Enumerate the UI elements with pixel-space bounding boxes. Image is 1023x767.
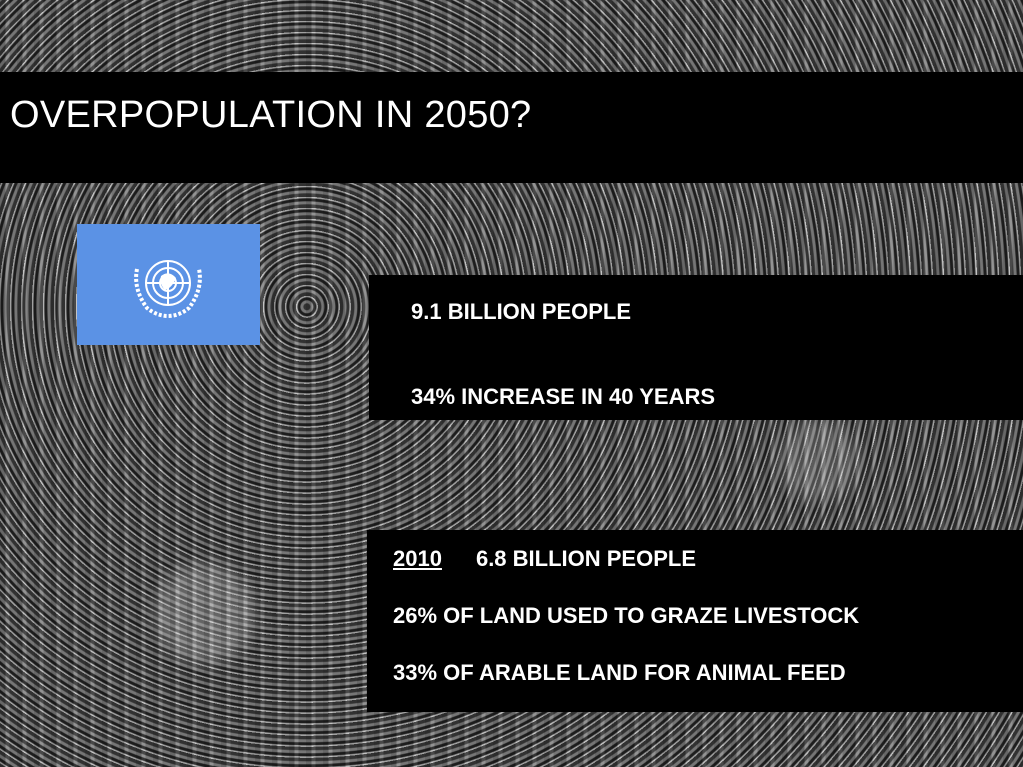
text-line: 2010 6.8 BILLION PEOPLE <box>393 546 696 572</box>
title-band <box>0 72 1023 183</box>
un-flag <box>77 224 260 345</box>
text-line: 26% OF LAND USED TO GRAZE LIVESTOCK <box>393 603 860 628</box>
text-line: 33% OF ARABLE LAND FOR ANIMAL FEED <box>393 660 846 685</box>
box-2010: 2010 6.8 BILLION PEOPLE 26% OF LAND USED … <box>367 530 1023 712</box>
text-line: 9.1 BILLION PEOPLE <box>411 299 632 324</box>
box-2050: 9.1 BILLION PEOPLE 34% INCREASE IN 40 YE… <box>369 275 1023 420</box>
year: 2010 <box>393 546 442 571</box>
text: 6.8 BILLION PEOPLE <box>475 546 696 571</box>
slide-title: OVERPOPULATION IN 2050? <box>10 94 532 136</box>
text-line: 34% INCREASE IN 40 YEARS <box>411 384 716 409</box>
